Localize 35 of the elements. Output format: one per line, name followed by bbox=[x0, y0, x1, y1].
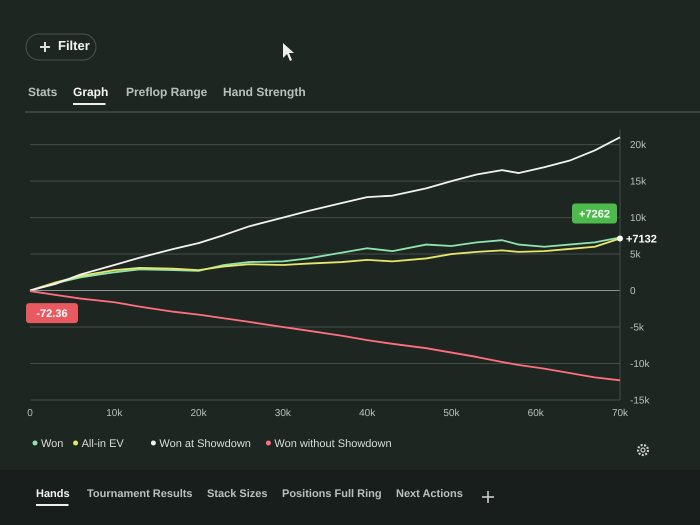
y-tick-label: 5k bbox=[630, 250, 642, 261]
x-tick-label: 30k bbox=[274, 408, 292, 419]
y-tick-label: -15k bbox=[630, 396, 650, 406]
line-series bbox=[29, 136, 621, 292]
y-tick-label: -10k bbox=[630, 359, 650, 370]
text: Hands bbox=[36, 488, 70, 500]
text: Filter bbox=[58, 38, 90, 53]
annotation: +7262 bbox=[579, 208, 610, 221]
x-tick-label: 40k bbox=[359, 408, 376, 419]
line-series bbox=[29, 290, 621, 382]
text: +7132 bbox=[626, 233, 657, 246]
text: Stack Sizes bbox=[207, 488, 268, 500]
x-tick-label: 10k bbox=[106, 408, 124, 419]
y-tick-label: 10k bbox=[630, 213, 648, 224]
legend-label: Won at Showdown bbox=[159, 438, 251, 450]
y-tick-label: -5k bbox=[630, 322, 645, 334]
y-tick-label: 15k bbox=[630, 176, 648, 188]
text: Graph bbox=[73, 85, 108, 99]
text: Preflop Range bbox=[126, 85, 208, 99]
text: Stats bbox=[28, 85, 58, 99]
text: Next Actions bbox=[396, 488, 463, 500]
x-tick-label: 60k bbox=[528, 408, 545, 419]
y-tick-label: 0 bbox=[630, 286, 636, 298]
x-tick-label: 20k bbox=[190, 408, 208, 419]
legend-label: Won without Showdown bbox=[274, 438, 392, 450]
legend-label: Won bbox=[41, 438, 64, 450]
x-tick-label: 50k bbox=[443, 408, 460, 419]
text: Positions Full Ring bbox=[282, 488, 382, 500]
annotation: -72.36 bbox=[36, 308, 68, 320]
text: Tournament Results bbox=[87, 488, 193, 500]
x-tick-label: 0 bbox=[27, 408, 34, 419]
legend-label: All-in EV bbox=[82, 438, 124, 450]
text: Hand Strength bbox=[223, 85, 306, 99]
y-tick-label: 20k bbox=[630, 140, 648, 152]
x-tick-label: 70k bbox=[612, 408, 630, 419]
